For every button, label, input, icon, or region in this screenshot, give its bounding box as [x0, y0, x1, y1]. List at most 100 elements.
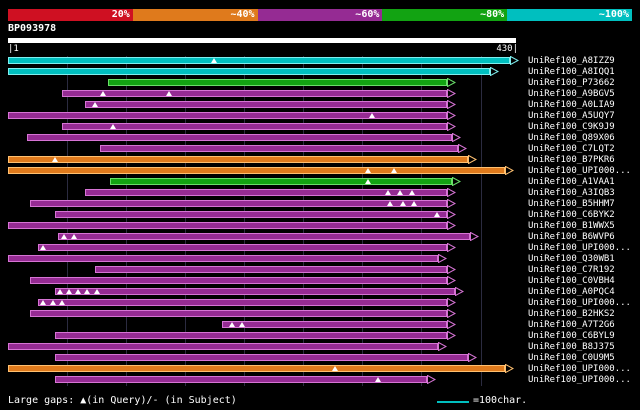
hit-bar[interactable]: [84, 189, 448, 196]
hit-arrowhead-icon: [447, 221, 457, 230]
query-gap-marker-icon: [92, 102, 99, 107]
hit-bar[interactable]: [55, 332, 448, 339]
hit-arrowhead-icon: [447, 243, 457, 252]
hit-label[interactable]: UniRef100_C0U9M5: [528, 353, 615, 363]
hit-label[interactable]: UniRef100_Q89X06: [528, 133, 615, 143]
hit-label[interactable]: UniRef100_UPI000...: [528, 166, 631, 176]
hit-bar[interactable]: [8, 365, 506, 372]
hit-bar[interactable]: [62, 90, 448, 97]
hit-label[interactable]: UniRef100_B6WVP6: [528, 232, 615, 242]
alignment-row: UniRef100_B7PKR6: [0, 155, 640, 166]
hit-label[interactable]: UniRef100_C7R192: [528, 265, 615, 275]
legend-scale-text: =100char.: [473, 395, 528, 406]
hit-label[interactable]: UniRef100_C0VBH4: [528, 276, 615, 286]
legend-scale-line: [437, 401, 469, 403]
hit-label[interactable]: UniRef100_C6BYL9: [528, 331, 615, 341]
alignment-row: UniRef100_UPI000...: [0, 298, 640, 309]
hit-bar[interactable]: [8, 222, 448, 229]
hit-label[interactable]: UniRef100_P73662: [528, 78, 615, 88]
hit-bar[interactable]: [55, 211, 448, 218]
hit-bar[interactable]: [8, 112, 448, 119]
hit-label[interactable]: UniRef100_A7T2G6: [528, 320, 615, 330]
query-gap-marker-icon: [66, 289, 73, 294]
query-gap-marker-icon: [99, 91, 106, 96]
hit-bar[interactable]: [55, 376, 428, 383]
hit-arrowhead-icon: [447, 122, 457, 131]
hit-label[interactable]: UniRef100_A8IQQ1: [528, 67, 615, 77]
hit-label[interactable]: UniRef100_B8J375: [528, 342, 615, 352]
hit-bar[interactable]: [8, 68, 490, 75]
query-gap-marker-icon: [399, 201, 406, 206]
hit-label[interactable]: UniRef100_A3IQB3: [528, 188, 615, 198]
query-gap-marker-icon: [110, 124, 117, 129]
hit-bar[interactable]: [55, 288, 455, 295]
hit-bar[interactable]: [37, 299, 448, 306]
hit-label[interactable]: UniRef100_B1WWX5: [528, 221, 615, 231]
hit-label[interactable]: UniRef100_B7PKR6: [528, 155, 615, 165]
hit-bar[interactable]: [100, 145, 459, 152]
hit-arrowhead-icon: [447, 320, 457, 329]
hit-arrowhead-icon: [447, 210, 457, 219]
alignment-row: UniRef100_UPI000...: [0, 364, 640, 375]
hit-bar[interactable]: [26, 134, 453, 141]
hit-bar[interactable]: [57, 233, 470, 240]
hit-bar[interactable]: [8, 57, 511, 64]
hit-label[interactable]: UniRef100_A9BGV5: [528, 89, 615, 99]
hit-label[interactable]: UniRef100_UPI000...: [528, 298, 631, 308]
alignment-row: UniRef100_C7R192: [0, 265, 640, 276]
hit-bar[interactable]: [84, 101, 448, 108]
hit-label[interactable]: UniRef100_C6BYK2: [528, 210, 615, 220]
hit-label[interactable]: UniRef100_UPI000...: [528, 375, 631, 385]
hit-bar[interactable]: [221, 321, 448, 328]
hit-bar[interactable]: [55, 354, 468, 361]
hit-arrowhead-icon: [447, 111, 457, 120]
hit-arrowhead-icon: [427, 375, 437, 384]
hit-bar[interactable]: [108, 79, 448, 86]
hit-bar[interactable]: [8, 156, 468, 163]
alignment-row: UniRef100_C0VBH4: [0, 276, 640, 287]
hit-label[interactable]: UniRef100_A5UQY7: [528, 111, 615, 121]
identity-scale-segment-cyan: ~100%: [507, 9, 632, 21]
hit-bar[interactable]: [30, 200, 448, 207]
hit-label[interactable]: UniRef100_UPI000...: [528, 243, 631, 253]
alignment-row: UniRef100_B8J375: [0, 342, 640, 353]
hit-label[interactable]: UniRef100_A1VAA1: [528, 177, 615, 187]
query-end-coordinate: 430|: [496, 44, 518, 54]
hit-label[interactable]: UniRef100_C7LQT2: [528, 144, 615, 154]
query-coordinates: |1 430|: [8, 44, 518, 54]
hit-label[interactable]: UniRef100_A0PQC4: [528, 287, 615, 297]
hit-label[interactable]: UniRef100_A8IZZ9: [528, 56, 615, 66]
hit-label[interactable]: UniRef100_Q30WB1: [528, 254, 615, 264]
hit-arrowhead-icon: [458, 144, 468, 153]
hit-label[interactable]: UniRef100_B2HKS2: [528, 309, 615, 319]
hit-bar[interactable]: [30, 310, 448, 317]
hit-bar[interactable]: [62, 123, 448, 130]
hit-arrowhead-icon: [469, 232, 479, 241]
alignment-row: UniRef100_B2HKS2: [0, 309, 640, 320]
hit-arrowhead-icon: [510, 56, 520, 65]
hit-bar[interactable]: [37, 244, 448, 251]
alignment-row: UniRef100_A7T2G6: [0, 320, 640, 331]
alignment-row: UniRef100_UPI000...: [0, 243, 640, 254]
hit-bar[interactable]: [30, 277, 448, 284]
hit-bar[interactable]: [95, 266, 448, 273]
query-gap-marker-icon: [365, 168, 372, 173]
hit-bar[interactable]: [109, 178, 453, 185]
hit-label[interactable]: UniRef100_C9K9J9: [528, 122, 615, 132]
query-gap-marker-icon: [40, 245, 47, 250]
gridline: [362, 56, 363, 386]
query-gap-marker-icon: [391, 168, 398, 173]
hit-bar[interactable]: [8, 167, 506, 174]
gridline: [481, 56, 482, 386]
hit-bar[interactable]: [8, 255, 439, 262]
query-gap-marker-icon: [409, 190, 416, 195]
identity-scale-label: ~100%: [598, 9, 629, 20]
query-gap-marker-icon: [165, 91, 172, 96]
hit-label[interactable]: UniRef100_B5HHM7: [528, 199, 615, 209]
query-gap-marker-icon: [93, 289, 100, 294]
hit-bar[interactable]: [8, 343, 439, 350]
gridline: [303, 56, 304, 386]
hit-label[interactable]: UniRef100_A0LIA9: [528, 100, 615, 110]
hit-label[interactable]: UniRef100_UPI000...: [528, 364, 631, 374]
